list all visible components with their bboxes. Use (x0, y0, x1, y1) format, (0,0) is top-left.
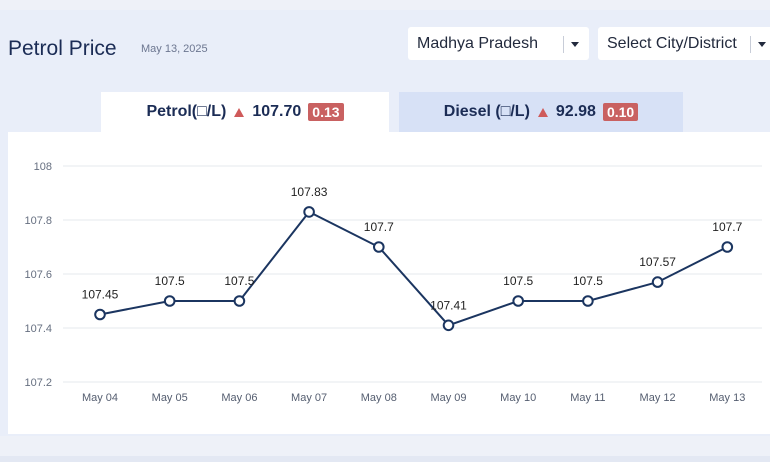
state-select-value: Madhya Pradesh (417, 35, 538, 52)
tab-petrol-label: Petrol(□/L) (146, 103, 227, 120)
price-date: May 13, 2025 (141, 43, 208, 55)
y-tick-label: 107.2 (24, 377, 52, 389)
data-label: 107.5 (224, 274, 254, 288)
select-divider (750, 36, 751, 53)
data-point (163, 295, 176, 307)
data-label: 107.5 (573, 274, 603, 288)
data-point (303, 206, 315, 218)
chart-container: 107.2 107.4 107.6 107.8 108 May 04 May 05 May 0… (8, 132, 770, 434)
x-tick-label: May 06 (221, 392, 257, 404)
city-select[interactable]: Select City/District (598, 27, 770, 60)
data-label: 107.41 (430, 298, 467, 312)
data-point (233, 295, 246, 307)
page-title: Petrol Price (8, 37, 117, 60)
tab-diesel-price: 92.98 (555, 103, 596, 120)
series-line (99, 210, 728, 327)
tab-petrol-price: 107.70 (252, 103, 302, 120)
data-point (442, 319, 455, 332)
x-tick-label: May 07 (291, 392, 327, 404)
chevron-down-icon (758, 42, 766, 47)
bottom-divider (0, 436, 770, 462)
x-tick-label: May 11 (570, 392, 605, 404)
x-tick-label: May 04 (82, 392, 118, 404)
up-triangle-icon (537, 107, 548, 117)
y-tick-label: 108 (34, 161, 52, 173)
x-tick-label: May 05 (152, 392, 188, 404)
tab-petrol-change-badge: 0.13 (308, 103, 344, 121)
y-tick-label: 107.8 (24, 215, 52, 227)
y-tick-label: 107.6 (24, 269, 52, 281)
data-label: 107.45 (82, 288, 119, 302)
up-triangle-icon (234, 107, 245, 117)
tab-diesel-change-badge: 0.10 (602, 103, 639, 121)
x-tick-label: May 10 (500, 392, 536, 404)
data-label: 107.7 (712, 220, 742, 234)
tab-diesel-label: Diesel (□/L) (443, 103, 530, 120)
state-select[interactable]: Madhya Pradesh (408, 27, 589, 60)
price-line-chart: 107.2 107.4 107.6 107.8 108 May 04 May 05 May 0… (24, 161, 762, 404)
data-label: 107.5 (503, 274, 533, 288)
data-label: 107.7 (364, 220, 394, 234)
data-point (512, 295, 525, 307)
x-tick-label: May 09 (430, 392, 466, 404)
city-select-placeholder: Select City/District (607, 35, 737, 52)
data-point (94, 308, 106, 321)
data-label: 107.5 (155, 274, 185, 288)
x-tick-label: May 12 (640, 392, 676, 404)
data-point (373, 241, 385, 253)
select-divider (563, 36, 564, 53)
x-tick-label: May 13 (709, 392, 745, 404)
data-point (721, 241, 734, 253)
data-point (582, 295, 594, 307)
x-tick-label: May 08 (361, 392, 397, 404)
y-tick-label: 107.4 (24, 323, 52, 335)
chevron-down-icon (571, 42, 579, 47)
data-label: 107.83 (291, 185, 328, 199)
data-point (651, 276, 664, 288)
tab-petrol[interactable]: Petrol(□/L) 107.70 0.13 (101, 92, 389, 132)
data-label: 107.57 (639, 255, 676, 269)
tab-diesel[interactable]: Diesel (□/L) 92.98 0.10 (399, 92, 683, 132)
